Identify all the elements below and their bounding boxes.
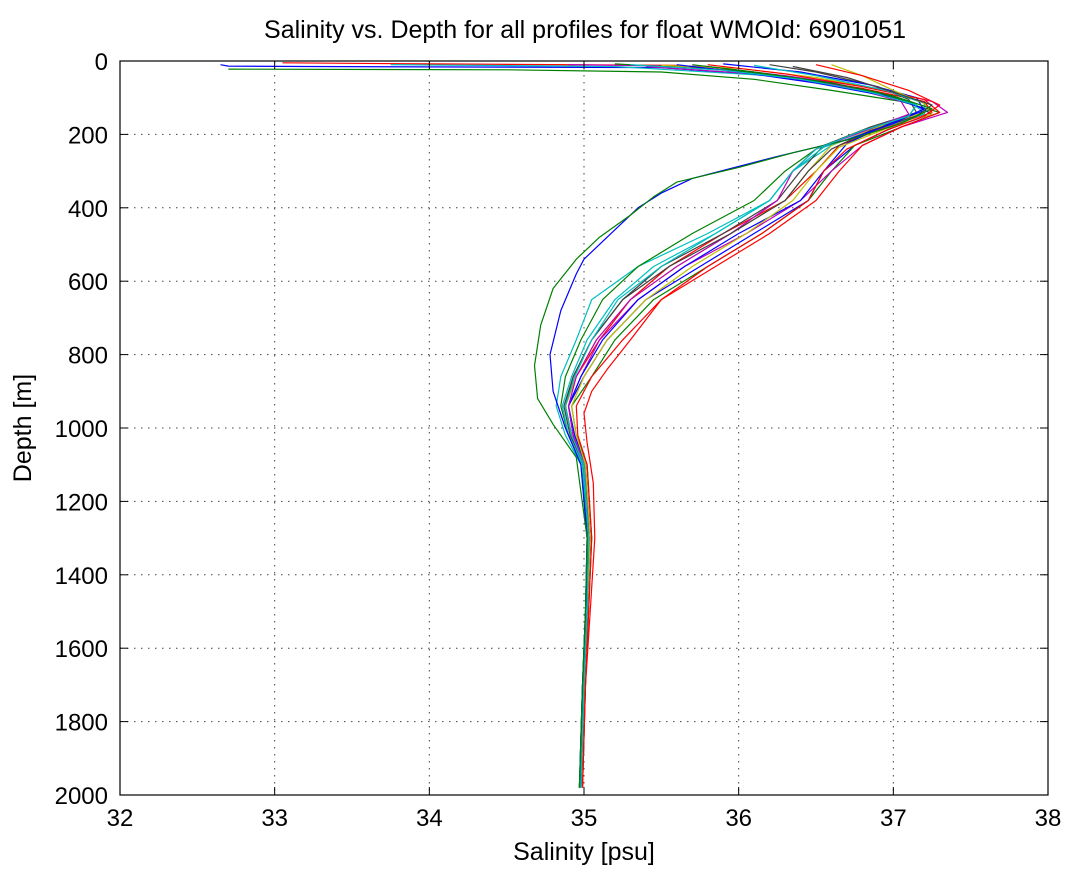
chart-title: Salinity vs. Depth for all profiles for … (264, 16, 906, 44)
x-tick-label: 34 (416, 805, 443, 832)
profile-line-18 (564, 64, 918, 788)
profile-line-9 (560, 63, 918, 788)
profile-line-15 (549, 64, 925, 788)
y-tick-label: 1600 (55, 636, 108, 663)
y-tick-label: 0 (95, 49, 108, 76)
y-tick-label: 800 (68, 343, 108, 370)
y-tick-labels: 0 200 400 600 800 1000 1200 1400 1600 1800 2000 (55, 49, 108, 810)
y-tick-label: 1000 (55, 416, 108, 443)
x-axis-label: Salinity [psu] (513, 838, 655, 866)
x-tick-labels: 32 33 34 35 36 37 38 (107, 805, 1062, 832)
grid-lines (120, 61, 1048, 795)
profile-line-17 (581, 64, 941, 788)
x-tick-label: 36 (725, 805, 752, 832)
x-tick-label: 38 (1035, 805, 1062, 832)
profile-lines (220, 62, 949, 788)
x-tick-label: 35 (571, 805, 598, 832)
y-tick-label: 1400 (55, 563, 108, 590)
x-tick-label: 33 (261, 805, 288, 832)
y-tick-label: 2000 (55, 783, 108, 810)
x-tick-label: 32 (107, 805, 134, 832)
y-tick-label: 400 (68, 196, 108, 223)
y-tick-label: 600 (68, 269, 108, 296)
profile-line-16 (533, 64, 933, 788)
y-tick-label: 1800 (55, 710, 108, 737)
axis-ticks (119, 60, 1049, 796)
x-tick-label: 37 (880, 805, 907, 832)
y-axis-label: Depth [m] (9, 374, 37, 482)
y-tick-label: 1200 (55, 489, 108, 516)
y-tick-label: 200 (68, 122, 108, 149)
